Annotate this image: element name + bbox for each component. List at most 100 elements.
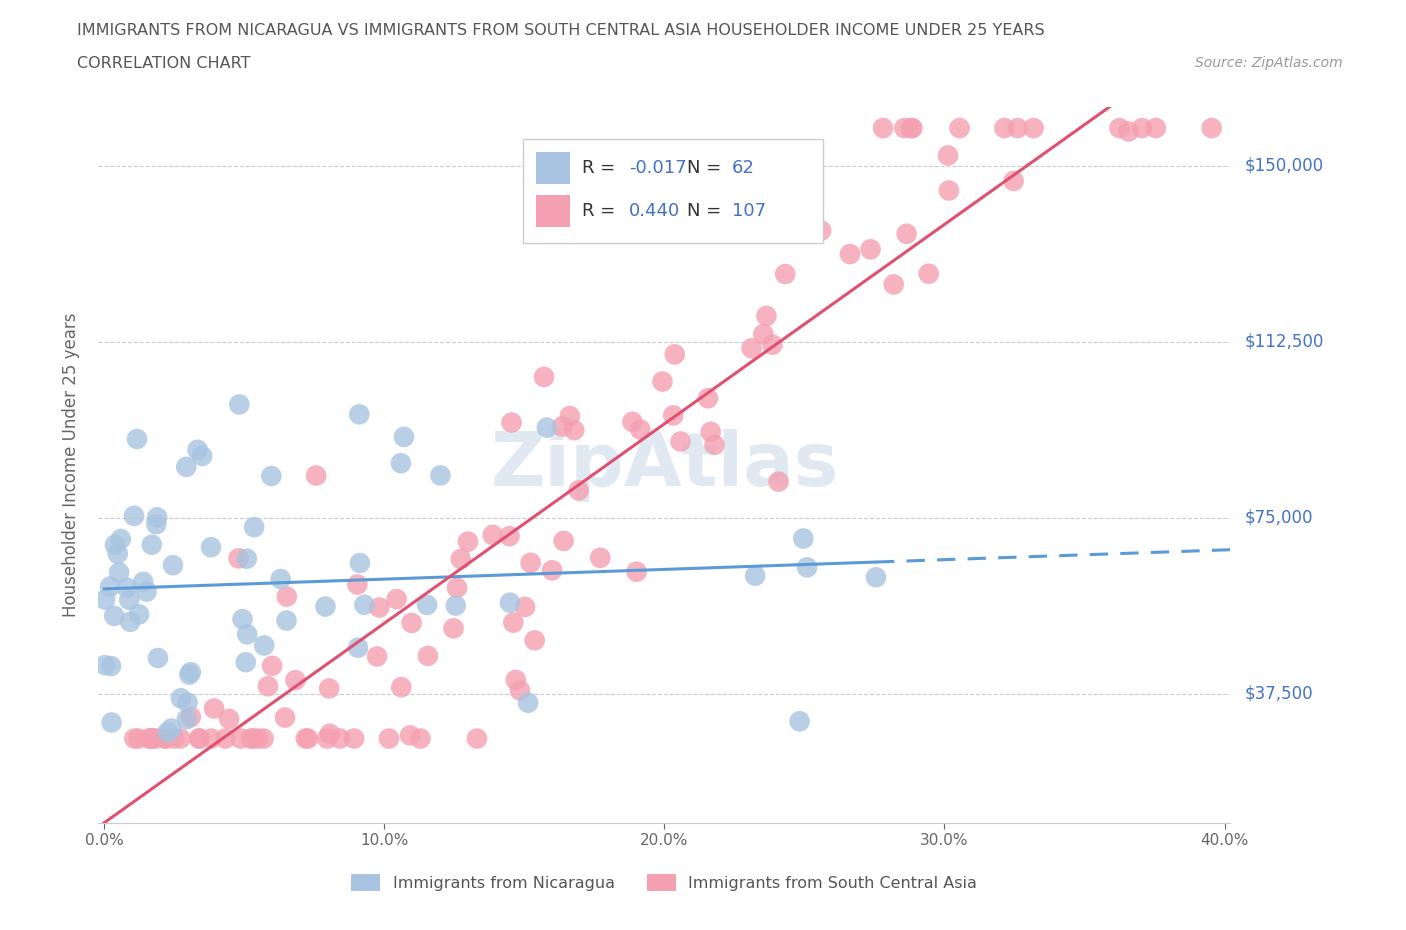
Point bbox=[94, 592, 117, 607]
Point bbox=[810, 223, 832, 238]
Text: $150,000: $150,000 bbox=[1244, 156, 1323, 175]
Point bbox=[155, 731, 177, 746]
Point bbox=[319, 726, 342, 741]
Point bbox=[108, 565, 131, 580]
Point bbox=[347, 640, 370, 655]
Point bbox=[993, 121, 1015, 136]
Point bbox=[343, 731, 366, 746]
Point bbox=[243, 520, 266, 535]
Point bbox=[896, 226, 918, 241]
Point bbox=[893, 121, 915, 136]
Point bbox=[450, 551, 472, 566]
Point bbox=[235, 655, 257, 670]
Point bbox=[118, 592, 141, 607]
Point bbox=[517, 696, 540, 711]
Point bbox=[378, 731, 401, 746]
Point bbox=[744, 568, 766, 583]
Bar bbox=[537, 194, 571, 227]
Point bbox=[568, 483, 591, 498]
Text: N =: N = bbox=[688, 159, 727, 177]
Point bbox=[200, 539, 222, 554]
Point bbox=[160, 721, 183, 736]
Point bbox=[274, 711, 297, 725]
Point bbox=[228, 551, 250, 565]
Point bbox=[703, 437, 725, 452]
Point bbox=[936, 148, 959, 163]
Point bbox=[901, 121, 924, 136]
Point bbox=[107, 546, 129, 561]
Point bbox=[262, 658, 284, 673]
Point bbox=[392, 430, 415, 445]
Point bbox=[662, 408, 685, 423]
Point bbox=[509, 683, 531, 698]
Point bbox=[218, 711, 240, 726]
Point bbox=[120, 615, 142, 630]
Text: 62: 62 bbox=[733, 159, 755, 177]
Point bbox=[314, 599, 336, 614]
Point bbox=[145, 517, 167, 532]
Point bbox=[284, 672, 307, 687]
Point bbox=[839, 246, 862, 261]
Text: $75,000: $75,000 bbox=[1244, 509, 1313, 526]
Text: $112,500: $112,500 bbox=[1244, 333, 1323, 351]
Text: N =: N = bbox=[688, 202, 727, 219]
Point bbox=[865, 570, 887, 585]
Point bbox=[621, 415, 644, 430]
Point bbox=[180, 710, 202, 724]
Point bbox=[253, 731, 276, 746]
Text: R =: R = bbox=[582, 159, 620, 177]
Point bbox=[768, 474, 790, 489]
Point bbox=[228, 397, 250, 412]
Point bbox=[142, 731, 165, 746]
Point bbox=[626, 565, 648, 579]
Point bbox=[699, 424, 721, 439]
Point bbox=[465, 731, 488, 746]
Y-axis label: Householder Income Under 25 years: Householder Income Under 25 years bbox=[62, 312, 80, 618]
Point bbox=[368, 600, 391, 615]
Point bbox=[366, 649, 388, 664]
Point bbox=[236, 551, 259, 566]
Point bbox=[202, 701, 225, 716]
Point bbox=[260, 469, 283, 484]
Point bbox=[115, 580, 138, 595]
Point bbox=[761, 338, 783, 352]
Point bbox=[536, 420, 558, 435]
Point bbox=[505, 672, 527, 687]
Point bbox=[353, 597, 375, 612]
FancyBboxPatch shape bbox=[523, 140, 823, 243]
Legend: Immigrants from Nicaragua, Immigrants from South Central Asia: Immigrants from Nicaragua, Immigrants fr… bbox=[344, 868, 984, 897]
Point bbox=[270, 572, 292, 587]
Point bbox=[918, 266, 941, 281]
Point bbox=[389, 680, 412, 695]
Point bbox=[796, 560, 818, 575]
Point bbox=[553, 534, 575, 549]
Point bbox=[98, 579, 121, 594]
Point bbox=[389, 456, 412, 471]
Point bbox=[236, 627, 259, 642]
Text: IMMIGRANTS FROM NICARAGUA VS IMMIGRANTS FROM SOUTH CENTRAL ASIA HOUSEHOLDER INCO: IMMIGRANTS FROM NICARAGUA VS IMMIGRANTS … bbox=[77, 23, 1045, 38]
Point bbox=[276, 613, 298, 628]
Text: ZipAtlas: ZipAtlas bbox=[491, 429, 838, 501]
Point bbox=[169, 731, 191, 746]
Text: Source: ZipAtlas.com: Source: ZipAtlas.com bbox=[1195, 56, 1343, 70]
Point bbox=[156, 724, 179, 739]
Point bbox=[316, 731, 339, 746]
Point bbox=[1201, 121, 1223, 136]
Point bbox=[125, 432, 148, 446]
Point bbox=[1118, 124, 1140, 139]
Point bbox=[239, 731, 262, 746]
Point bbox=[141, 731, 163, 746]
Point bbox=[1144, 121, 1167, 136]
Point bbox=[103, 608, 125, 623]
Point bbox=[558, 408, 581, 423]
Point bbox=[755, 309, 778, 324]
Point bbox=[501, 415, 523, 430]
Point bbox=[94, 658, 117, 672]
Point bbox=[1022, 121, 1045, 136]
Point bbox=[1130, 121, 1153, 136]
Point bbox=[242, 731, 264, 746]
Point bbox=[176, 695, 198, 710]
Point bbox=[246, 731, 269, 746]
Point bbox=[519, 555, 541, 570]
Point bbox=[176, 711, 198, 726]
